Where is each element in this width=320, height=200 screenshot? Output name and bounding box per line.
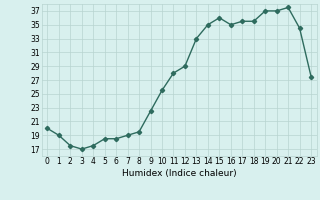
X-axis label: Humidex (Indice chaleur): Humidex (Indice chaleur) <box>122 169 236 178</box>
